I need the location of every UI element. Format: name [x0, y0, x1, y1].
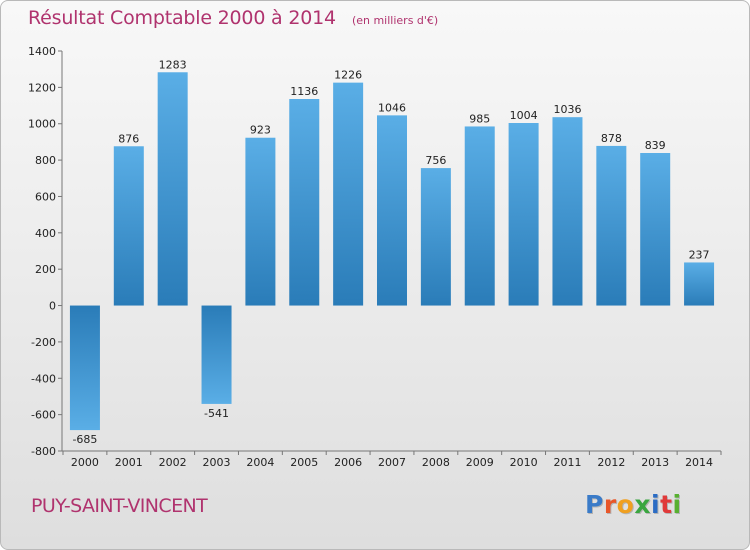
x-tick-label: 2009	[466, 456, 494, 469]
bar-2000	[69, 305, 100, 431]
logo-letter: i	[672, 490, 682, 519]
commune-name: PUY-SAINT-VINCENT	[31, 495, 208, 517]
data-label-2008: 756	[425, 154, 446, 167]
y-tick-label: -400	[31, 372, 56, 385]
data-label-2013: 839	[645, 139, 666, 152]
bar-2007	[377, 115, 407, 306]
bar-2014	[684, 262, 715, 306]
bar-2011	[552, 117, 583, 306]
x-tick-label: 2007	[378, 456, 406, 469]
chart-title-main: Résultat Comptable 2000 à 2014	[28, 7, 336, 29]
data-label-2009: 985	[469, 112, 490, 125]
x-tick-label: 2014	[685, 456, 713, 469]
y-tick-label: -600	[31, 409, 56, 422]
bar-2008	[420, 168, 451, 306]
x-tick-label: 2005	[290, 456, 318, 469]
proxiti-logo: Proxiti	[585, 490, 682, 519]
x-tick-label: 2008	[422, 456, 450, 469]
data-label-2005: 1136	[290, 85, 318, 98]
logo-letter: t	[660, 490, 673, 519]
x-tick-label: 2004	[246, 456, 274, 469]
y-tick-label: 200	[35, 263, 56, 276]
bar-2006	[333, 82, 364, 306]
bar-2005	[289, 99, 320, 306]
logo-letter: P	[585, 490, 604, 519]
data-label-2006: 1226	[334, 69, 362, 82]
y-tick-label: 1000	[28, 118, 56, 131]
x-tick-label: 2011	[553, 456, 581, 469]
data-label-2010: 1004	[510, 109, 538, 122]
data-label-2012: 878	[601, 132, 622, 145]
bar-2012	[596, 145, 627, 306]
data-label-2004: 923	[250, 124, 271, 137]
bar-2001	[113, 146, 144, 306]
bar-2010	[508, 123, 539, 306]
chart-title: Résultat Comptable 2000 à 2014 (en milli…	[28, 7, 438, 29]
bar-2009	[464, 126, 495, 306]
x-tick-label: 2006	[334, 456, 362, 469]
x-tick-label: 2013	[641, 456, 669, 469]
x-tick-label: 2003	[203, 456, 231, 469]
logo-letter: x	[634, 490, 651, 519]
y-tick-label: 600	[35, 190, 56, 203]
y-tick-label: 400	[35, 227, 56, 240]
data-label-2007: 1046	[378, 101, 406, 114]
bar-2013	[640, 153, 671, 306]
data-label-2000: -685	[72, 433, 97, 446]
data-label-2003: -541	[204, 407, 229, 420]
y-tick-label: -200	[31, 336, 56, 349]
logo-letter: r	[603, 490, 617, 519]
data-label-2001: 876	[118, 132, 139, 145]
bar-2002	[157, 72, 188, 306]
x-tick-label: 2000	[71, 456, 99, 469]
logo-letter: i	[651, 490, 661, 519]
data-label-2014: 237	[689, 248, 710, 261]
y-tick-label: 800	[35, 154, 56, 167]
y-tick-label: 0	[49, 300, 56, 313]
x-tick-label: 2012	[597, 456, 625, 469]
logo-letter: o	[616, 490, 635, 519]
data-label-2011: 1036	[553, 103, 581, 116]
bar-2003	[201, 305, 232, 404]
x-tick-label: 2002	[159, 456, 187, 469]
data-label-2002: 1283	[159, 58, 187, 71]
chart-title-unit: (en milliers d'€)	[351, 14, 439, 27]
y-tick-label: 1400	[28, 45, 56, 58]
y-tick-label: -800	[31, 445, 56, 458]
x-tick-label: 2010	[510, 456, 538, 469]
bar-2004	[245, 137, 276, 306]
x-tick-label: 2001	[115, 456, 143, 469]
y-tick-label: 1200	[28, 81, 56, 94]
